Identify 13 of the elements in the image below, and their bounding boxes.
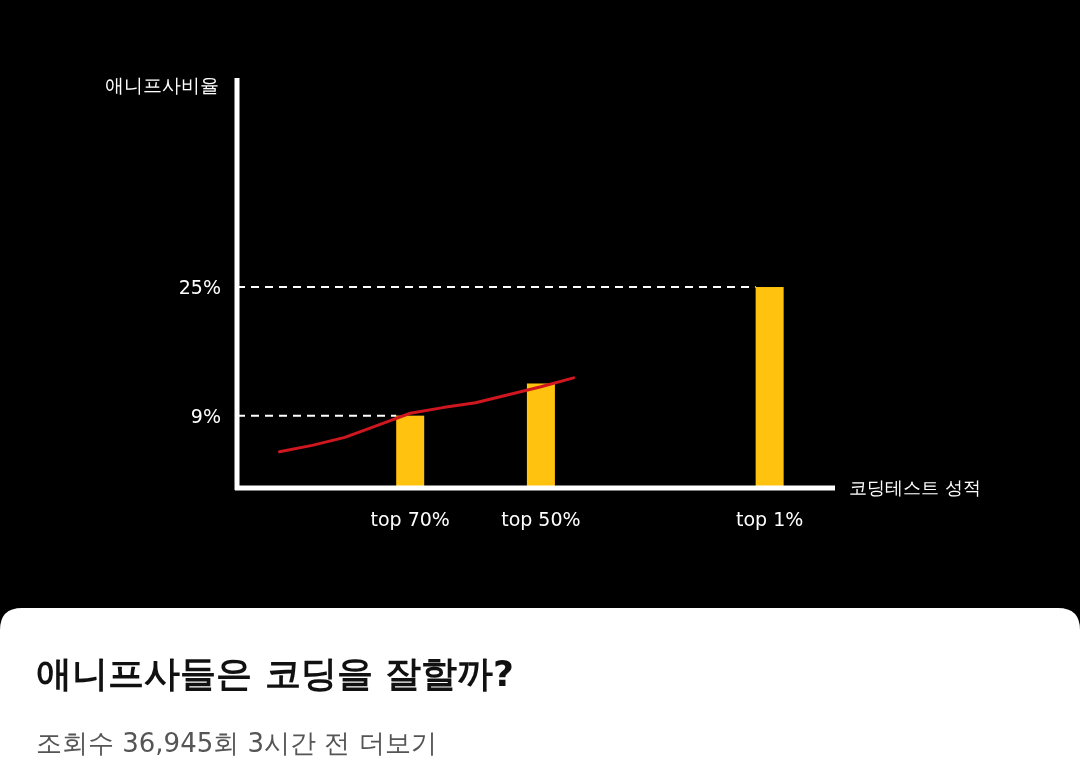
y-tick-label: 9% xyxy=(190,404,221,427)
x-tick-label: top 1% xyxy=(735,508,804,530)
y-tick-label: 25% xyxy=(178,276,221,299)
x-tick-label: top 70% xyxy=(370,508,450,530)
line-series xyxy=(277,376,576,454)
bar xyxy=(755,287,784,488)
text: 조회수 36,945회 3시간 전 더보기 xyxy=(36,728,437,758)
bar xyxy=(526,383,555,488)
bar xyxy=(396,415,425,488)
y-axis-title: 애니프사비율 xyxy=(105,74,219,96)
x-axis-title: 코딩테스트 성적 xyxy=(849,477,981,498)
x-tick-label: top 50% xyxy=(501,508,581,530)
text: 애니프사들은 코딩을 잘할까? xyxy=(36,653,514,694)
